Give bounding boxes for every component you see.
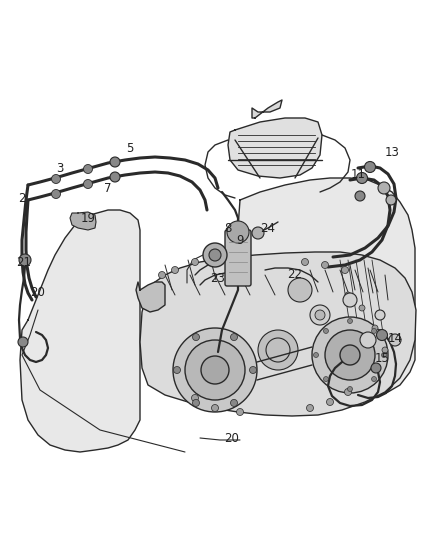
- Circle shape: [209, 249, 221, 261]
- Circle shape: [323, 328, 328, 334]
- Text: 11: 11: [350, 168, 365, 182]
- Circle shape: [19, 254, 31, 266]
- Text: 20: 20: [31, 287, 46, 300]
- Circle shape: [389, 334, 401, 346]
- Polygon shape: [136, 282, 165, 312]
- Circle shape: [252, 227, 264, 239]
- Circle shape: [314, 352, 318, 358]
- Text: 19: 19: [81, 212, 95, 224]
- Circle shape: [266, 338, 290, 362]
- Text: 2: 2: [18, 191, 26, 205]
- Text: 21: 21: [17, 256, 32, 270]
- Circle shape: [52, 174, 60, 183]
- Circle shape: [258, 330, 298, 370]
- Circle shape: [307, 405, 314, 411]
- Circle shape: [342, 266, 349, 273]
- Text: 24: 24: [261, 222, 276, 235]
- Circle shape: [360, 332, 376, 348]
- Text: 22: 22: [287, 269, 303, 281]
- Circle shape: [250, 367, 257, 374]
- Circle shape: [359, 305, 365, 311]
- Polygon shape: [70, 212, 96, 230]
- Circle shape: [325, 330, 375, 380]
- Circle shape: [364, 161, 375, 173]
- Circle shape: [345, 389, 352, 395]
- Circle shape: [382, 347, 388, 353]
- Polygon shape: [20, 210, 140, 452]
- Circle shape: [340, 345, 360, 365]
- Circle shape: [371, 328, 377, 334]
- Circle shape: [345, 292, 351, 298]
- Circle shape: [84, 165, 92, 174]
- FancyBboxPatch shape: [225, 230, 251, 286]
- Text: 9: 9: [236, 233, 244, 246]
- Circle shape: [377, 329, 388, 341]
- Circle shape: [375, 310, 385, 320]
- Polygon shape: [140, 252, 416, 416]
- Circle shape: [192, 334, 199, 341]
- Text: 23: 23: [211, 271, 226, 285]
- Circle shape: [173, 328, 257, 412]
- Polygon shape: [252, 100, 282, 118]
- Polygon shape: [228, 118, 322, 178]
- Circle shape: [371, 376, 377, 382]
- Circle shape: [357, 173, 367, 183]
- Circle shape: [172, 266, 179, 273]
- Circle shape: [159, 271, 166, 279]
- Text: 8: 8: [224, 222, 232, 235]
- Circle shape: [312, 317, 388, 393]
- Circle shape: [191, 259, 198, 265]
- Text: 5: 5: [126, 141, 134, 155]
- Circle shape: [237, 408, 244, 416]
- Circle shape: [372, 325, 378, 331]
- Circle shape: [288, 278, 312, 302]
- Circle shape: [347, 319, 353, 324]
- Text: 20: 20: [225, 432, 240, 445]
- Circle shape: [227, 221, 249, 243]
- Circle shape: [203, 243, 227, 267]
- Circle shape: [52, 190, 60, 198]
- Circle shape: [301, 259, 308, 265]
- Circle shape: [315, 310, 325, 320]
- Text: 13: 13: [385, 146, 399, 158]
- Text: 7: 7: [104, 182, 112, 195]
- Text: 15: 15: [374, 351, 389, 365]
- Text: 14: 14: [388, 332, 403, 344]
- Circle shape: [343, 293, 357, 307]
- Circle shape: [321, 262, 328, 269]
- Circle shape: [191, 394, 198, 401]
- Circle shape: [326, 399, 333, 406]
- Circle shape: [110, 172, 120, 182]
- Circle shape: [381, 352, 386, 358]
- Circle shape: [201, 356, 229, 384]
- Circle shape: [18, 337, 28, 347]
- Circle shape: [185, 340, 245, 400]
- Circle shape: [386, 195, 396, 205]
- Circle shape: [355, 191, 365, 201]
- Circle shape: [110, 157, 120, 167]
- Circle shape: [212, 405, 219, 411]
- Polygon shape: [230, 178, 415, 400]
- Circle shape: [371, 363, 381, 373]
- Circle shape: [230, 399, 237, 406]
- Circle shape: [347, 386, 353, 392]
- Circle shape: [173, 367, 180, 374]
- Circle shape: [192, 399, 199, 406]
- Circle shape: [310, 305, 330, 325]
- Circle shape: [84, 180, 92, 189]
- Circle shape: [378, 182, 390, 194]
- Circle shape: [230, 334, 237, 341]
- Circle shape: [323, 376, 328, 382]
- Text: 3: 3: [57, 161, 64, 174]
